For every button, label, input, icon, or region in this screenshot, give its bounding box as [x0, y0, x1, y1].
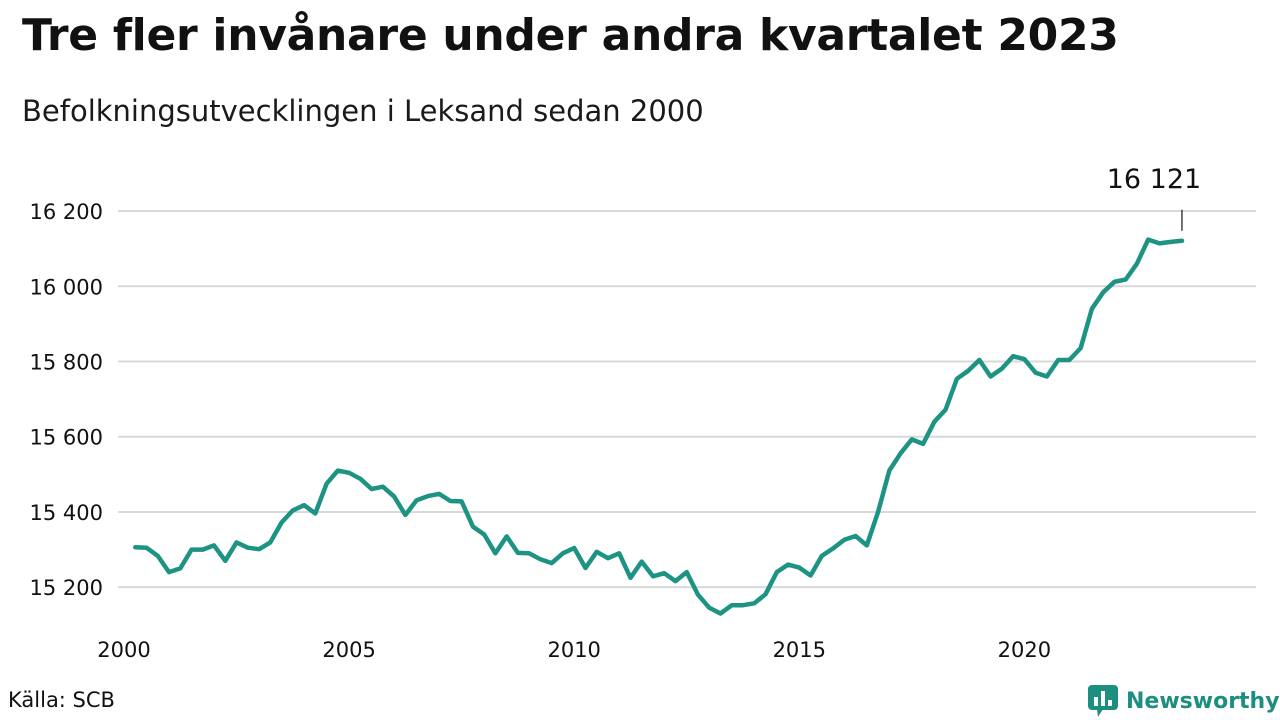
- source-note: Källa: SCB: [8, 688, 115, 712]
- x-tick-label: 2015: [773, 638, 826, 662]
- x-tick-label: 2020: [998, 638, 1051, 662]
- x-tick-label: 2005: [322, 638, 375, 662]
- y-tick-label: 15 400: [30, 501, 103, 525]
- x-tick-label: 2000: [97, 638, 150, 662]
- brand-logo[interactable]: Newsworthy: [1088, 684, 1280, 718]
- y-tick-label: 15 600: [30, 426, 103, 450]
- y-tick-label: 15 200: [30, 576, 103, 600]
- annotation-label: 16 121: [1107, 164, 1201, 195]
- y-tick-label: 16 000: [30, 275, 103, 299]
- gridlines: [118, 210, 1256, 589]
- chart-subtitle: Befolkningsutvecklingen i Leksand sedan …: [22, 94, 704, 128]
- last-value-annotation: 16 121: [1107, 164, 1201, 231]
- chart-title: Tre fler invånare under andra kvartalet …: [22, 10, 1119, 61]
- y-tick-label: 15 800: [30, 351, 103, 375]
- y-axis-ticks: 15 200 15 400 15 600 15 800 16 000 16 200: [30, 200, 103, 600]
- x-tick-label: 2010: [547, 638, 600, 662]
- bar-chart-bubble-icon: [1088, 685, 1118, 717]
- population-series-line: [133, 237, 1185, 616]
- x-axis-ticks: 2000 2005 2010 2015 2020: [97, 638, 1051, 662]
- brand-name: Newsworthy: [1126, 688, 1280, 714]
- y-tick-label: 16 200: [30, 200, 103, 224]
